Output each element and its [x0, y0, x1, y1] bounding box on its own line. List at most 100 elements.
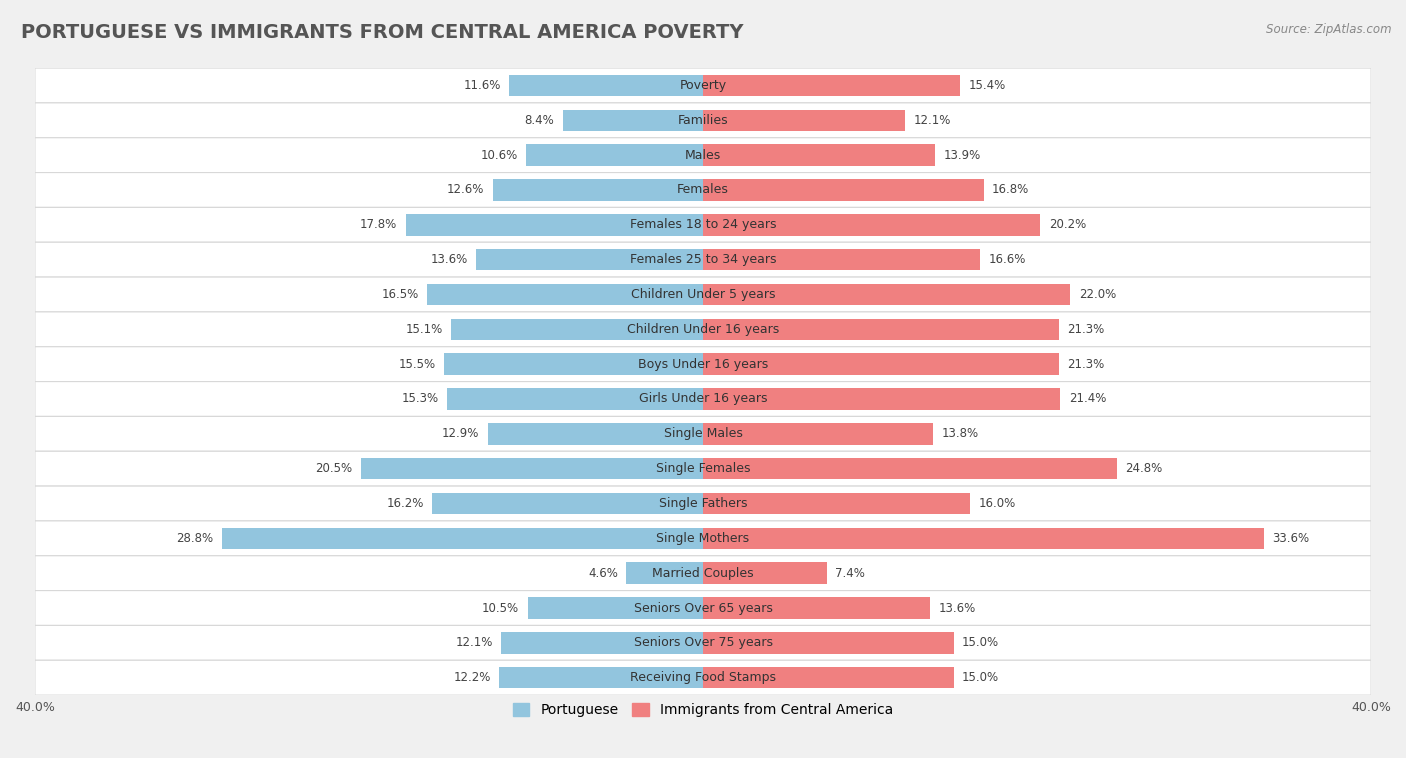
- Text: 11.6%: 11.6%: [464, 79, 501, 92]
- Text: Girls Under 16 years: Girls Under 16 years: [638, 393, 768, 406]
- Text: 20.2%: 20.2%: [1049, 218, 1085, 231]
- Text: 28.8%: 28.8%: [177, 532, 214, 545]
- Text: Children Under 5 years: Children Under 5 years: [631, 288, 775, 301]
- Bar: [492, 179, 703, 201]
- Legend: Portuguese, Immigrants from Central America: Portuguese, Immigrants from Central Amer…: [508, 697, 898, 722]
- Text: Seniors Over 75 years: Seniors Over 75 years: [634, 637, 772, 650]
- Bar: [499, 667, 703, 688]
- Bar: [527, 597, 703, 619]
- Text: Children Under 16 years: Children Under 16 years: [627, 323, 779, 336]
- Text: Females: Females: [678, 183, 728, 196]
- Text: 13.6%: 13.6%: [938, 602, 976, 615]
- Text: 21.4%: 21.4%: [1069, 393, 1107, 406]
- Text: 15.4%: 15.4%: [969, 79, 1005, 92]
- Text: 20.5%: 20.5%: [315, 462, 353, 475]
- Text: 15.5%: 15.5%: [399, 358, 436, 371]
- FancyBboxPatch shape: [35, 243, 1371, 277]
- Bar: [703, 179, 984, 201]
- Text: Single Mothers: Single Mothers: [657, 532, 749, 545]
- Bar: [703, 667, 953, 688]
- Text: 12.6%: 12.6%: [447, 183, 484, 196]
- Bar: [501, 632, 703, 653]
- Text: 16.0%: 16.0%: [979, 497, 1015, 510]
- Bar: [427, 283, 703, 305]
- Bar: [703, 353, 1059, 375]
- Text: 13.8%: 13.8%: [942, 428, 979, 440]
- Bar: [626, 562, 703, 584]
- Bar: [703, 562, 827, 584]
- Text: Poverty: Poverty: [679, 79, 727, 92]
- Text: Females 18 to 24 years: Females 18 to 24 years: [630, 218, 776, 231]
- Bar: [703, 109, 905, 131]
- Text: 15.0%: 15.0%: [962, 671, 1000, 684]
- Bar: [703, 318, 1059, 340]
- Bar: [703, 493, 970, 515]
- Text: 21.3%: 21.3%: [1067, 358, 1104, 371]
- Text: Families: Families: [678, 114, 728, 127]
- Text: Females 25 to 34 years: Females 25 to 34 years: [630, 253, 776, 266]
- FancyBboxPatch shape: [35, 451, 1371, 486]
- Bar: [444, 353, 703, 375]
- Bar: [703, 249, 980, 271]
- FancyBboxPatch shape: [35, 138, 1371, 173]
- Text: 15.3%: 15.3%: [402, 393, 439, 406]
- FancyBboxPatch shape: [35, 521, 1371, 556]
- Text: Source: ZipAtlas.com: Source: ZipAtlas.com: [1267, 23, 1392, 36]
- Bar: [406, 214, 703, 236]
- FancyBboxPatch shape: [35, 208, 1371, 243]
- Bar: [703, 388, 1060, 410]
- Bar: [703, 597, 931, 619]
- Text: 15.1%: 15.1%: [405, 323, 443, 336]
- Text: 16.8%: 16.8%: [993, 183, 1029, 196]
- FancyBboxPatch shape: [35, 416, 1371, 451]
- Bar: [222, 528, 703, 549]
- FancyBboxPatch shape: [35, 312, 1371, 346]
- Bar: [447, 388, 703, 410]
- Text: 12.9%: 12.9%: [441, 428, 479, 440]
- Text: 13.9%: 13.9%: [943, 149, 981, 161]
- Bar: [703, 283, 1070, 305]
- Bar: [703, 458, 1118, 480]
- Text: 12.1%: 12.1%: [456, 637, 492, 650]
- Text: 7.4%: 7.4%: [835, 567, 865, 580]
- Bar: [509, 75, 703, 96]
- Bar: [703, 423, 934, 445]
- Bar: [703, 528, 1264, 549]
- Text: 10.5%: 10.5%: [482, 602, 519, 615]
- FancyBboxPatch shape: [35, 556, 1371, 590]
- Text: Boys Under 16 years: Boys Under 16 years: [638, 358, 768, 371]
- Text: 16.6%: 16.6%: [988, 253, 1026, 266]
- Text: 4.6%: 4.6%: [588, 567, 617, 580]
- Bar: [703, 214, 1040, 236]
- Text: Seniors Over 65 years: Seniors Over 65 years: [634, 602, 772, 615]
- Bar: [703, 632, 953, 653]
- Text: 33.6%: 33.6%: [1272, 532, 1309, 545]
- Text: 24.8%: 24.8%: [1126, 462, 1163, 475]
- Text: 10.6%: 10.6%: [481, 149, 517, 161]
- FancyBboxPatch shape: [35, 173, 1371, 208]
- Bar: [451, 318, 703, 340]
- Text: 15.0%: 15.0%: [962, 637, 1000, 650]
- Bar: [433, 493, 703, 515]
- Text: 12.2%: 12.2%: [454, 671, 491, 684]
- Text: 22.0%: 22.0%: [1078, 288, 1116, 301]
- Text: 16.2%: 16.2%: [387, 497, 425, 510]
- FancyBboxPatch shape: [35, 625, 1371, 660]
- Text: PORTUGUESE VS IMMIGRANTS FROM CENTRAL AMERICA POVERTY: PORTUGUESE VS IMMIGRANTS FROM CENTRAL AM…: [21, 23, 744, 42]
- Text: Single Females: Single Females: [655, 462, 751, 475]
- Bar: [526, 144, 703, 166]
- Text: Single Males: Single Males: [664, 428, 742, 440]
- Bar: [703, 75, 960, 96]
- FancyBboxPatch shape: [35, 68, 1371, 103]
- FancyBboxPatch shape: [35, 381, 1371, 416]
- Text: 8.4%: 8.4%: [524, 114, 554, 127]
- Text: 17.8%: 17.8%: [360, 218, 398, 231]
- FancyBboxPatch shape: [35, 660, 1371, 695]
- FancyBboxPatch shape: [35, 103, 1371, 138]
- Text: 13.6%: 13.6%: [430, 253, 468, 266]
- Bar: [562, 109, 703, 131]
- Bar: [360, 458, 703, 480]
- Bar: [488, 423, 703, 445]
- FancyBboxPatch shape: [35, 590, 1371, 625]
- Text: Receiving Food Stamps: Receiving Food Stamps: [630, 671, 776, 684]
